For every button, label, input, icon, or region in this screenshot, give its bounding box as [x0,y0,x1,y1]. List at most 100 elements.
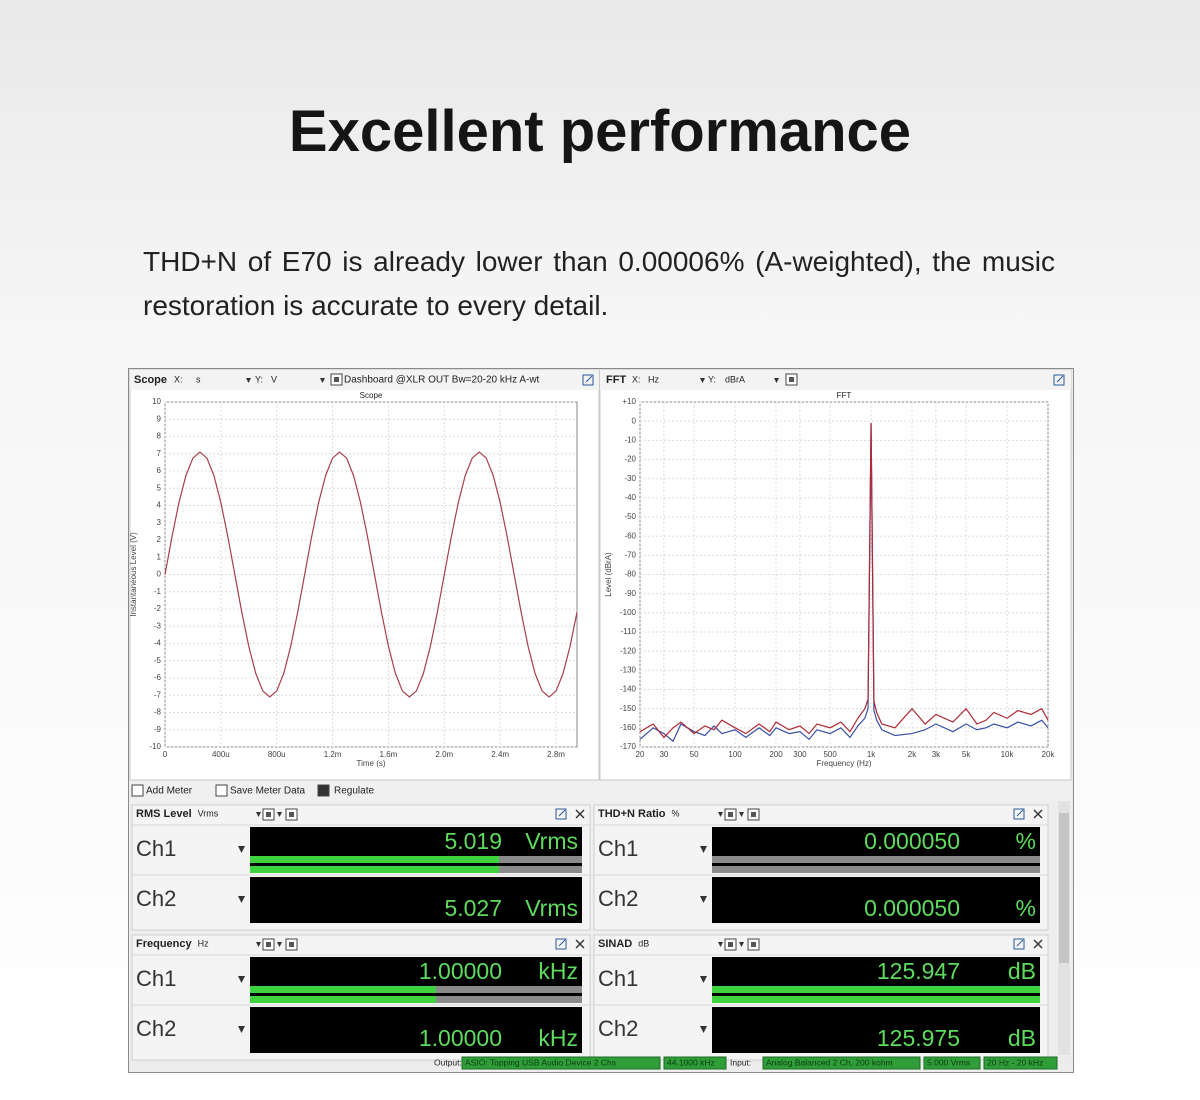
popout-button[interactable] [1013,938,1025,950]
y-tick-label: -90 [624,589,636,598]
x-tick-label: 100 [728,750,742,759]
meter-display [712,827,1040,873]
dropdown-arrow[interactable] [277,812,282,817]
icon-inner [728,812,733,817]
scrollbar-thumb[interactable] [1059,813,1069,963]
dropdown-arrow[interactable] [238,896,245,903]
description: THD+N of E70 is already lower than 0.000… [143,246,1055,321]
dropdown-arrow[interactable] [238,976,245,983]
y-tick-label: 1 [157,552,162,561]
meter-display [250,877,582,923]
x-axis-label: Frequency (Hz) [816,759,871,768]
status-field [983,1056,1058,1070]
icon-inner [751,942,756,947]
y-tick-label: -7 [154,690,162,699]
toolbar-icon[interactable] [131,784,144,797]
icon-inner [266,812,271,817]
popout-button[interactable] [582,374,594,386]
icon-inner [751,812,756,817]
y-tick-label: -30 [624,474,636,483]
meter-reading: 5.027 [444,895,502,921]
popout-button[interactable] [1053,374,1065,386]
popout-arrow [1016,809,1024,817]
popout-button[interactable] [555,938,567,950]
icon-inner [334,377,339,382]
popout-button[interactable] [555,808,567,820]
toolbar-icon[interactable] [317,784,330,797]
meter-reading: 125.947 [877,958,960,984]
popout-arrow [1056,375,1064,383]
close-button[interactable] [575,939,585,949]
dropdown-arrow[interactable] [256,812,261,817]
x-tick-label: 20 [636,750,645,759]
y-axis-label: Level (dBrA) [604,552,613,597]
meter-reading-unit: % [1016,895,1036,921]
y-tick-label: +10 [622,397,636,406]
x-axis-label: Time (s) [356,759,385,768]
meter-name: Frequency [136,938,193,950]
popout-button[interactable] [1013,808,1025,820]
dropdown-arrow[interactable] [238,1026,245,1033]
meter-display [250,957,582,1003]
y-selector-label: Y: [708,374,716,384]
y-tick-label: 2 [157,535,162,544]
toolbar-icon[interactable] [215,784,228,797]
y-tick-label: -8 [154,708,162,717]
dropdown-arrow[interactable] [739,812,744,817]
icon-inner [289,812,294,817]
meter-reading: 5.019 [444,828,502,854]
y-tick-label: 10 [152,397,161,406]
dropdown-arrow[interactable] [246,378,251,383]
scope-header [130,370,599,390]
dropdown-arrow[interactable] [700,1026,707,1033]
y-tick-label: -150 [620,704,637,713]
x-tick-label: 2.0m [435,750,453,759]
dropdown-arrow[interactable] [700,846,707,853]
dropdown-arrow[interactable] [700,896,707,903]
status-field [923,1056,981,1070]
y-unit: V [271,374,277,384]
toolbar-button: Add Meter [146,786,193,797]
y-tick-label: -40 [624,493,636,502]
meter-display [250,827,582,873]
dropdown-arrow[interactable] [718,942,723,947]
dropdown-arrow[interactable] [256,942,261,947]
dropdown-arrow[interactable] [739,942,744,947]
x-tick-label: 1.2m [324,750,342,759]
close-button[interactable] [575,809,585,819]
status-text: ASIO: Topping USB Audio Device 2 Chs [465,1057,616,1067]
status-text: 5.000 Vrms [927,1057,970,1067]
status-text: Output: [434,1057,462,1067]
dropdown-arrow[interactable] [320,378,325,383]
y-axis-label: Instantaneous Level (V) [129,532,138,617]
status-text: Analog Balanced 2 Ch, 200 kohm [766,1057,893,1067]
meter-reading-unit: Vrms [525,895,578,921]
x-selector-label: X: [632,374,641,384]
close-button[interactable] [1033,809,1043,819]
meter-reading-unit: dB [1008,1025,1036,1051]
y-tick-label: 5 [157,483,162,492]
dropdown-arrow[interactable] [238,846,245,853]
dropdown-arrow[interactable] [718,812,723,817]
y-tick-label: 6 [157,466,162,475]
y-tick-label: -10 [149,742,161,751]
dropdown-arrow[interactable] [277,942,282,947]
toolbar-button: Regulate [334,786,374,797]
y-tick-label: 3 [157,518,162,527]
dropdown-arrow[interactable] [700,976,707,983]
x-tick-label: 2.8m [547,750,565,759]
y-unit: dBrA [725,374,745,384]
y-tick-label: -50 [624,512,636,521]
meter-bar [712,986,1040,993]
meter-unit: Hz [198,938,209,948]
dropdown-arrow[interactable] [700,378,705,383]
x-tick-label: 500 [823,750,837,759]
close-button[interactable] [1033,939,1043,949]
meter-reading: 1.00000 [419,958,502,984]
dropdown-arrow[interactable] [774,378,779,383]
status-field [663,1056,727,1070]
meter-reading-unit: kHz [538,958,578,984]
series-line [639,423,1049,739]
meter-reading-unit: Vrms [525,828,578,854]
page-title: Excellent performance [288,99,912,164]
